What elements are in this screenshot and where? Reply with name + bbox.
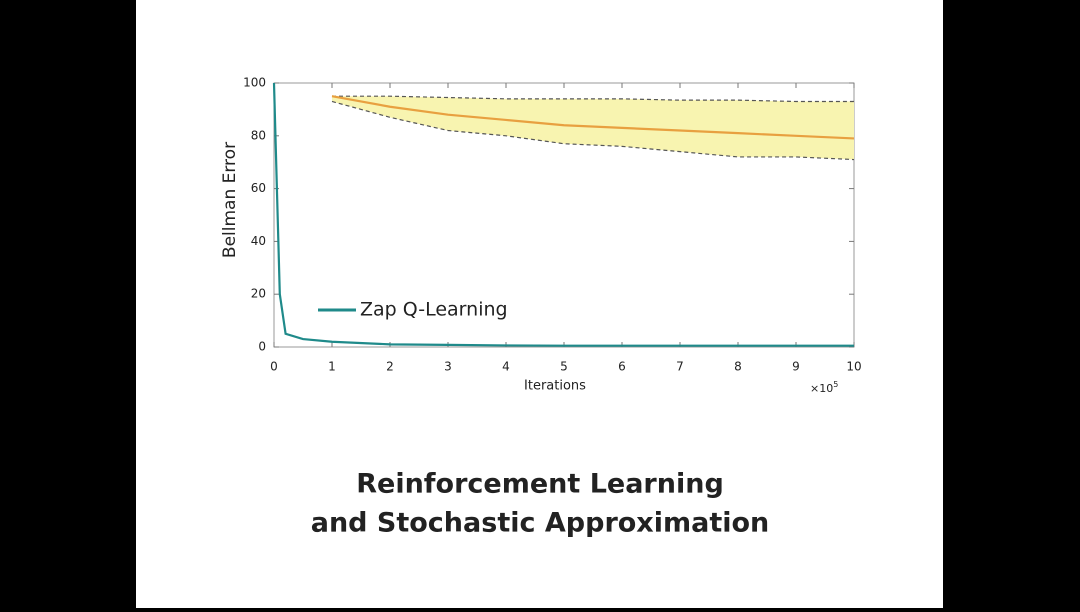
x-tick-label: 0 xyxy=(270,360,278,374)
slide-title: Reinforcement Learning xyxy=(356,469,724,500)
multiplier-exponent: 5 xyxy=(833,380,838,389)
series-line xyxy=(332,95,854,103)
x-tick-label: 3 xyxy=(444,360,452,374)
legend-label: Zap Q-Learning xyxy=(360,299,508,321)
x-tick-label: 1 xyxy=(328,360,336,374)
x-tick-label: 5 xyxy=(560,360,568,374)
slide-title: and Stochastic Approximation xyxy=(311,508,770,539)
y-tick-label: 80 xyxy=(251,128,266,142)
band xyxy=(332,96,854,160)
x-tick-label: 10 xyxy=(846,360,861,374)
y-tick-label: 0 xyxy=(258,340,266,354)
y-axis-label: Bellman Error xyxy=(220,142,240,258)
series-line xyxy=(331,95,855,140)
x-tick-label: 2 xyxy=(386,360,394,374)
x-tick-label: 6 xyxy=(618,360,626,374)
y-tick-label: 40 xyxy=(251,234,266,248)
x-tick-label: 8 xyxy=(734,360,742,374)
y-tick-label: 60 xyxy=(251,181,266,195)
x-multiplier: ×105 xyxy=(810,380,838,396)
x-tick-label: 9 xyxy=(792,360,800,374)
y-tick-label: 100 xyxy=(243,76,266,90)
y-tick-label: 20 xyxy=(251,287,266,301)
x-tick-label: 4 xyxy=(502,360,510,374)
series-line xyxy=(272,82,854,347)
multiplier-base: ×10 xyxy=(810,382,833,395)
x-axis-label: Iterations xyxy=(524,379,586,394)
x-tick-label: 7 xyxy=(676,360,684,374)
